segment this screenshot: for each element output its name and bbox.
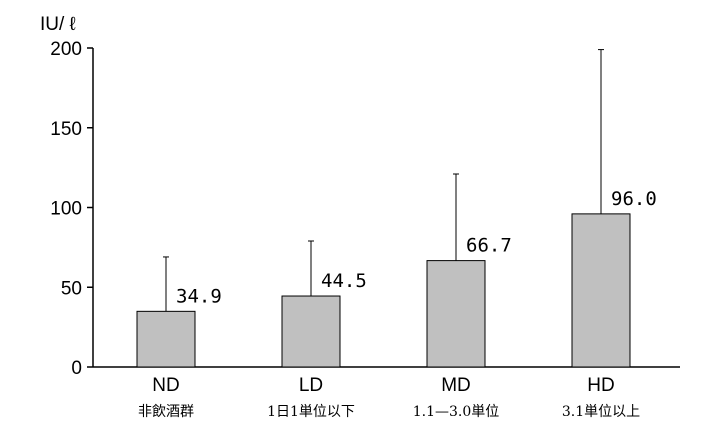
x-tick-label: ND	[152, 375, 179, 396]
y-axis-label: IU/ ℓ	[40, 14, 76, 35]
x-tick-sublabel: 1日1単位以下	[267, 404, 355, 420]
bar-ld	[281, 295, 341, 368]
x-tick-sublabel: 1.1—3.0単位	[413, 404, 500, 420]
x-tick-sublabel: 3.1単位以上	[562, 404, 640, 420]
x-tick-label: HD	[587, 375, 614, 396]
data-label: 66.7	[466, 235, 512, 257]
bar-nd	[136, 310, 196, 368]
y-tick-label: 100	[50, 199, 82, 220]
data-label: 44.5	[321, 270, 367, 292]
x-tick-sublabel: 非飲酒群	[138, 404, 194, 420]
y-tick-label: 200	[50, 39, 82, 60]
x-tick-label: LD	[299, 375, 323, 396]
bar-md	[426, 260, 486, 368]
bar-hd	[571, 213, 631, 368]
y-tick-label: 150	[50, 119, 82, 140]
x-tick-label: MD	[441, 375, 471, 396]
y-tick-label: 50	[61, 278, 82, 299]
y-tick-label: 0	[71, 358, 82, 379]
data-label: 34.9	[176, 285, 222, 307]
data-label: 96.0	[611, 188, 657, 210]
